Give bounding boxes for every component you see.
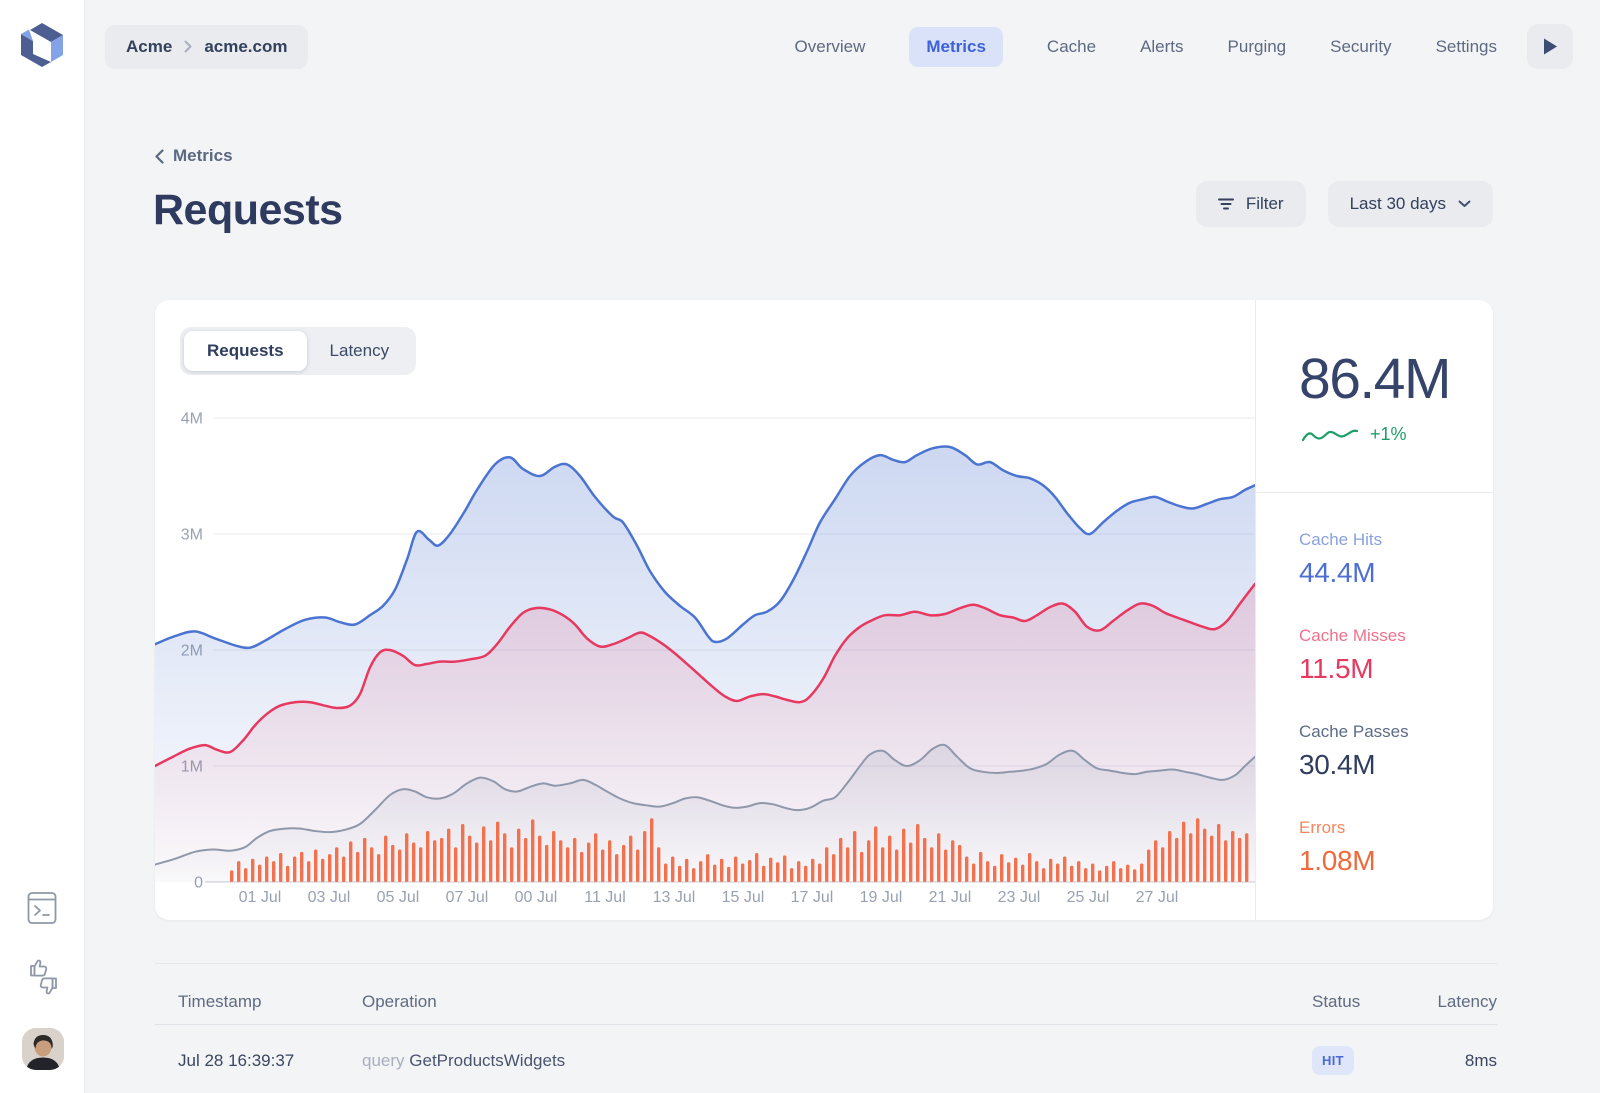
date-range-label: Last 30 days [1349,194,1446,213]
app-logo-icon[interactable] [20,22,64,68]
main-nav: Overview Metrics Cache Alerts Purging Se… [794,26,1497,67]
x-tick-label: 11 Jul [584,889,626,906]
x-tick-label: 27 Jul [1136,889,1179,906]
stat-label: Cache Hits [1299,530,1383,549]
stat-value: 44.4M [1299,557,1376,588]
x-tick-label: 23 Jul [998,889,1041,906]
nav-item-security[interactable]: Security [1330,36,1392,56]
trend-row: +1% [1301,424,1407,445]
cache-misses-line [155,582,1255,768]
date-range-dropdown[interactable]: Last 30 days [1327,181,1493,227]
cell-latency: 8ms [1464,1050,1497,1070]
cell-status: HIT [1312,1046,1387,1075]
stats-list: Cache Hits 44.4M Cache Misses 11.5M Cach… [1299,530,1485,914]
y-tick-label: 4M [181,411,203,428]
y-tick-label: 0 [194,875,203,892]
x-tick-label: 00 Jul [515,889,558,906]
total-requests-value: 86.4M [1299,347,1451,411]
cache-hits-line [155,445,1255,650]
x-tick-label: 05 Jul [377,889,420,906]
cache-passes-line [155,743,1255,866]
chevron-left-icon [155,148,164,164]
operation-type: query [362,1050,405,1070]
terminal-icon[interactable] [27,891,57,925]
chevron-down-icon [1458,200,1471,207]
log-table: Timestamp Operation Status Latency Jul 2… [155,963,1497,1075]
col-header-timestamp: Timestamp [178,992,262,1011]
breadcrumb-org[interactable]: Acme [126,36,173,56]
x-tick-label: 07 Jul [446,889,489,906]
chart-tabs: Requests Latency [180,327,417,375]
x-tick-label: 15 Jul [722,889,765,906]
col-header-status: Status [1312,992,1361,1011]
cache-passes-area [155,744,1255,882]
x-tick-label: 01 Jul [239,889,282,906]
x-tick-label: 03 Jul [308,889,351,906]
operation-name: GetProductsWidgets [409,1050,566,1070]
x-tick-label: 17 Jul [791,889,834,906]
errors-bars [230,818,1249,882]
nav-item-purging[interactable]: Purging [1227,36,1287,56]
back-link-label: Metrics [173,146,233,165]
page-controls: Filter Last 30 days [1195,181,1493,227]
filter-button[interactable]: Filter [1195,181,1306,227]
table-row[interactable]: Jul 28 16:39:37 query GetProductsWidgets… [155,1025,1497,1075]
tab-requests[interactable]: Requests [184,331,307,371]
stat-label: Cache Passes [1299,722,1409,741]
table-header-row: Timestamp Operation Status Latency [155,992,1497,1025]
nav-item-metrics[interactable]: Metrics [909,26,1003,67]
stat-cache-misses: Cache Misses 11.5M [1299,626,1485,685]
nav-item-alerts[interactable]: Alerts [1140,36,1184,56]
play-button[interactable] [1527,24,1573,69]
top-bar: Acme acme.com Overview Metrics Cache Ale… [85,0,1600,93]
stat-label: Cache Misses [1299,626,1406,645]
col-header-latency: Latency [1437,992,1497,1011]
section-divider [155,963,1497,964]
col-header-operation: Operation [362,992,437,1011]
cell-operation: query GetProductsWidgets [362,1051,1312,1071]
x-tick-label: 19 Jul [860,889,903,906]
panel-divider [1256,492,1493,493]
page-title: Requests [153,186,343,234]
stat-value: 11.5M [1299,653,1374,684]
left-rail [0,0,85,1093]
breadcrumb-site[interactable]: acme.com [204,36,288,56]
summary-panel: 86.4M +1% Cache Hits 44.4M Cache Misses … [1255,300,1493,920]
stat-value: 1.08M [1299,845,1376,876]
x-tick-label: 25 Jul [1067,889,1110,906]
feedback-thumbs-icon[interactable] [27,957,60,997]
stat-cache-passes: Cache Passes 30.4M [1299,722,1485,781]
x-tick-label: 21 Jul [929,889,972,906]
filter-icon [1217,198,1234,210]
stat-errors: Errors 1.08M [1299,818,1485,877]
trend-sparkline-icon [1301,429,1359,441]
user-avatar[interactable] [22,1028,64,1070]
breadcrumb[interactable]: Acme acme.com [105,24,309,69]
filter-button-label: Filter [1245,194,1284,213]
tab-latency[interactable]: Latency [329,341,390,360]
status-badge: HIT [1312,1046,1354,1075]
stat-cache-hits: Cache Hits 44.4M [1299,530,1485,589]
stat-label: Errors [1299,818,1346,837]
nav-item-settings[interactable]: Settings [1435,36,1497,56]
trend-value: +1% [1370,424,1407,444]
cell-timestamp: Jul 28 16:39:37 [178,1050,295,1070]
y-tick-label: 3M [181,527,203,544]
nav-item-cache[interactable]: Cache [1046,36,1097,56]
chevron-right-icon [184,40,192,53]
nav-item-overview[interactable]: Overview [794,36,866,56]
back-link-metrics[interactable]: Metrics [155,146,233,166]
stat-value: 30.4M [1299,749,1376,780]
x-tick-label: 13 Jul [653,889,696,906]
play-icon [1543,38,1557,55]
